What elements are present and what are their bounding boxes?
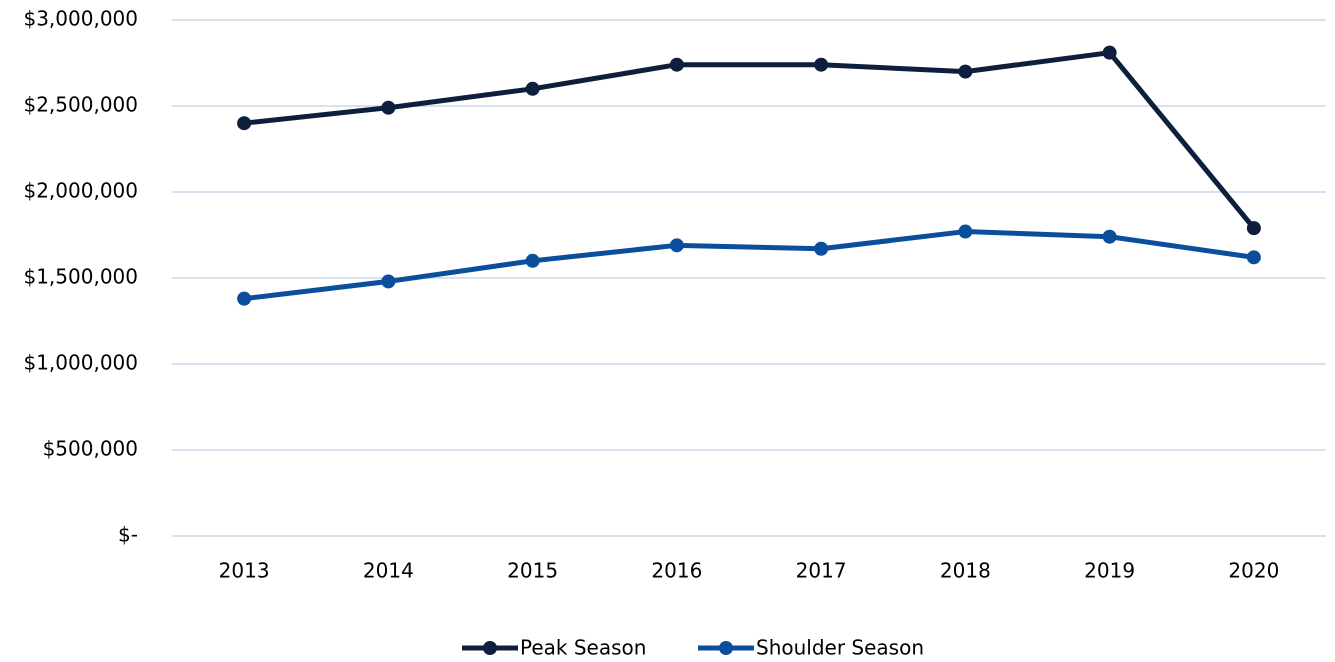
data-point: [958, 64, 973, 79]
data-point: [669, 238, 684, 253]
series-line: [243, 50, 1256, 230]
x-tick-label: 2016: [651, 559, 702, 583]
x-tick-label: 2018: [940, 559, 991, 583]
data-point: [958, 224, 973, 239]
data-point: [237, 291, 252, 306]
y-tick-label: $3,000,000: [23, 7, 138, 31]
data-point: [237, 116, 252, 131]
data-point: [381, 274, 396, 289]
legend-label: Shoulder Season: [756, 636, 924, 660]
x-tick-label: 2017: [796, 559, 847, 583]
y-tick-label: $500,000: [43, 437, 138, 461]
y-tick-label: $1,000,000: [23, 351, 138, 375]
data-point: [1246, 250, 1261, 265]
data-point: [1102, 229, 1117, 244]
y-tick-label: $1,500,000: [23, 265, 138, 289]
x-tick-label: 2019: [1084, 559, 1135, 583]
series-line: [243, 229, 1255, 302]
x-tick-label: 2015: [507, 559, 558, 583]
x-tick-label: 2014: [363, 559, 414, 583]
data-point: [814, 241, 829, 256]
x-tick-label: 2020: [1228, 559, 1279, 583]
y-tick-label: $-: [118, 523, 138, 547]
y-tick-label: $2,000,000: [23, 179, 138, 203]
data-point: [669, 57, 684, 72]
x-tick-label: 2013: [219, 559, 270, 583]
data-point: [1102, 45, 1117, 60]
data-point: [814, 57, 829, 72]
data-point: [525, 81, 540, 96]
data-point: [525, 253, 540, 268]
legend-label: Peak Season: [520, 636, 646, 660]
y-tick-label: $2,500,000: [23, 93, 138, 117]
legend-marker: [719, 641, 733, 655]
data-point: [1246, 221, 1261, 236]
data-point: [381, 100, 396, 115]
legend-marker: [483, 641, 497, 655]
